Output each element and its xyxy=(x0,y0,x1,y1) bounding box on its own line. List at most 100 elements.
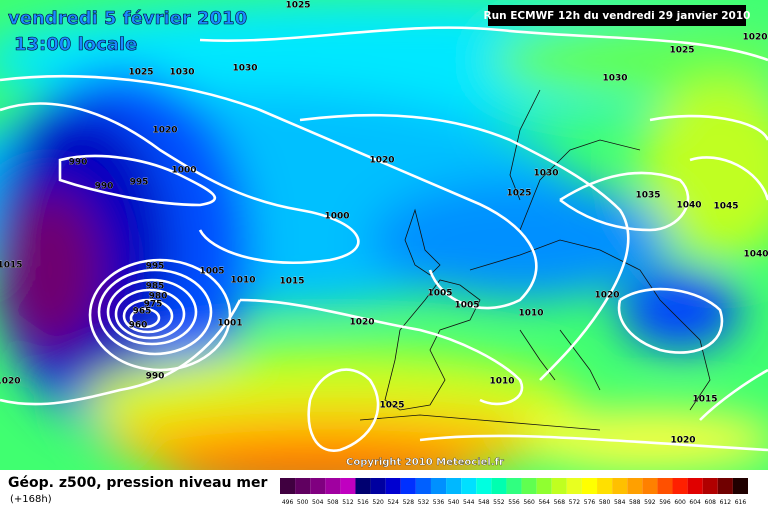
scale-label: 532 xyxy=(418,499,430,506)
scale-label: 556 xyxy=(508,499,520,506)
isobar-label: 960 xyxy=(129,321,148,331)
color-swatch xyxy=(642,478,658,494)
legend: Géop. z500, pression niveau mer (+168h) … xyxy=(0,470,768,512)
scale-label: 536 xyxy=(433,499,445,506)
scale-label: 584 xyxy=(614,499,626,506)
color-swatch xyxy=(491,478,507,494)
scale-label: 552 xyxy=(493,499,505,506)
scale-label: 564 xyxy=(538,499,550,506)
isobar-label: 990 xyxy=(146,372,165,382)
scale-label: 512 xyxy=(342,499,354,506)
scale-label: 588 xyxy=(629,499,641,506)
color-swatch xyxy=(551,478,567,494)
color-swatch xyxy=(400,478,416,494)
legend-subtitle: (+168h) xyxy=(10,494,52,505)
isobar-label: 1010 xyxy=(489,377,514,387)
isobar-label: 1000 xyxy=(324,212,349,222)
scale-label: 568 xyxy=(554,499,566,506)
color-swatch xyxy=(566,478,582,494)
scale-label: 504 xyxy=(312,499,324,506)
isobar-label: 1030 xyxy=(232,64,257,74)
scale-label: 604 xyxy=(689,499,701,506)
color-swatch xyxy=(717,478,733,494)
color-scale: 496 500 504 508 512 516 520 524 528 532 536 540 544 5… xyxy=(280,478,748,506)
color-swatch xyxy=(627,478,643,494)
isobars xyxy=(0,26,768,452)
scale-label: 500 xyxy=(297,499,309,506)
scale-label: 616 xyxy=(735,499,747,506)
isobar-label: 1030 xyxy=(602,74,627,84)
isobar-label: 1015 xyxy=(692,395,717,405)
copyright: Copyright 2010 Meteociel.fr xyxy=(346,457,504,468)
scale-label: 540 xyxy=(448,499,460,506)
scale-label: 528 xyxy=(403,499,415,506)
color-swatch xyxy=(687,478,703,494)
isobar-label: 990 xyxy=(69,158,88,168)
isobar-label: 1030 xyxy=(169,68,194,78)
geopotential-field xyxy=(0,0,768,470)
color-swatch xyxy=(461,478,477,494)
isobar-label: 1035 xyxy=(635,191,660,201)
scale-label: 572 xyxy=(569,499,581,506)
color-swatch xyxy=(355,478,371,494)
scale-label: 544 xyxy=(463,499,475,506)
color-swatch xyxy=(672,478,688,494)
isobar-label: 1030 xyxy=(533,169,558,179)
isobar-label: 1045 xyxy=(713,202,738,212)
isobar-label: 1010 xyxy=(518,309,543,319)
legend-title: Géop. z500, pression niveau mer xyxy=(8,475,267,491)
color-swatch xyxy=(310,478,326,494)
color-swatch xyxy=(385,478,401,494)
color-swatch xyxy=(597,478,613,494)
isobar-label: 1025 xyxy=(285,1,310,11)
scale-label: 548 xyxy=(478,499,490,506)
scale-label: 600 xyxy=(674,499,686,506)
isobar-label: 1025 xyxy=(669,46,694,56)
color-swatch xyxy=(536,478,552,494)
isobar-label: 1025 xyxy=(506,189,531,199)
color-swatch xyxy=(325,478,341,494)
isobar-label: 1020 xyxy=(670,436,695,446)
isobar-label: 985 xyxy=(146,282,165,292)
forecast-date: vendredi 5 février 2010 xyxy=(8,8,247,29)
color-swatch xyxy=(280,478,296,494)
isobar-label: 1000 xyxy=(171,166,196,176)
isobar-label: 1025 xyxy=(379,401,404,411)
color-swatch xyxy=(612,478,628,494)
isobar-label: 1015 xyxy=(0,261,23,271)
scale-label: 580 xyxy=(599,499,611,506)
forecast-time: 13:00 locale xyxy=(14,34,137,55)
color-swatch xyxy=(340,478,356,494)
isobar-label: 1005 xyxy=(427,289,452,299)
color-swatch xyxy=(430,478,447,494)
isobar-label: 1010 xyxy=(230,276,255,286)
color-swatch xyxy=(446,478,462,494)
isobar-label: 1040 xyxy=(676,201,701,211)
isobar-label: 1020 xyxy=(594,291,619,301)
isobar-label: 1001 xyxy=(217,319,242,329)
color-swatch xyxy=(415,478,431,494)
color-swatch xyxy=(581,478,598,494)
scale-label: 608 xyxy=(705,499,717,506)
scale-label: 496 xyxy=(282,499,294,506)
isobar-label: 1020 xyxy=(369,156,394,166)
isobar-label: 995 xyxy=(130,178,149,188)
color-swatch xyxy=(732,478,748,494)
color-swatch xyxy=(295,478,311,494)
coastlines xyxy=(359,89,711,431)
color-swatch xyxy=(657,478,673,494)
isobar-label: 1020 xyxy=(742,33,767,43)
color-swatch xyxy=(521,478,537,494)
isobar-label: 990 xyxy=(95,182,114,192)
scale-label: 596 xyxy=(659,499,671,506)
color-swatch xyxy=(476,478,492,494)
scale-label: 520 xyxy=(372,499,384,506)
isobar-label: 1005 xyxy=(454,301,479,311)
isobar-label: 980 xyxy=(149,292,168,302)
isobar-label: 975 xyxy=(144,300,163,310)
scale-label: 508 xyxy=(327,499,339,506)
run-box xyxy=(488,5,746,26)
